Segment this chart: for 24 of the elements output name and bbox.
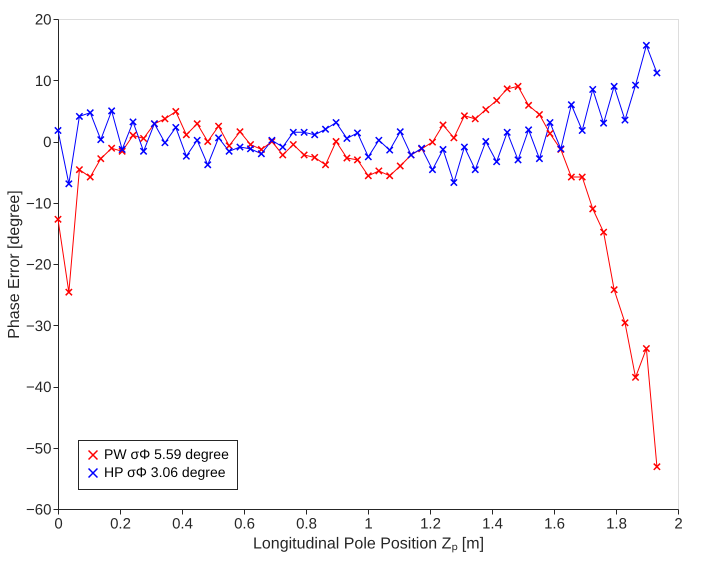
- x-tick-label: 1.6: [544, 516, 565, 532]
- y-axis-title: Phase Error [degree]: [6, 190, 24, 339]
- x-tick-label: 0.4: [172, 516, 193, 532]
- y-tick-label: −60: [26, 502, 52, 518]
- x-tick-label: 0.2: [110, 516, 131, 532]
- x-tick-label: 1.2: [420, 516, 441, 532]
- x-tick-label: 1.8: [606, 516, 627, 532]
- legend-label: PW σΦ 5.59 degree: [104, 446, 230, 462]
- x-tick-label: 2: [674, 516, 683, 532]
- legend-label: HP σΦ 3.06 degree: [104, 464, 226, 480]
- y-tick-label: 0: [43, 134, 52, 151]
- x-axis-title: Longitudinal Pole Position Zₚ [m]: [252, 536, 484, 552]
- y-tick-label: −50: [26, 440, 52, 458]
- x-tick-label: 0: [54, 516, 63, 532]
- y-tick-label: 20: [34, 12, 52, 28]
- y-tick-label: −40: [26, 379, 52, 396]
- x-tick-label: 1: [364, 516, 373, 532]
- x-tick-label: 0.6: [234, 516, 255, 532]
- y-tick-label: −20: [26, 256, 52, 274]
- y-tick-label: −10: [26, 195, 52, 212]
- y-tick-label: 10: [34, 72, 52, 90]
- x-tick-label: 0.8: [296, 516, 317, 532]
- x-tick-label: 1.4: [482, 516, 503, 532]
- y-tick-label: −30: [26, 318, 52, 335]
